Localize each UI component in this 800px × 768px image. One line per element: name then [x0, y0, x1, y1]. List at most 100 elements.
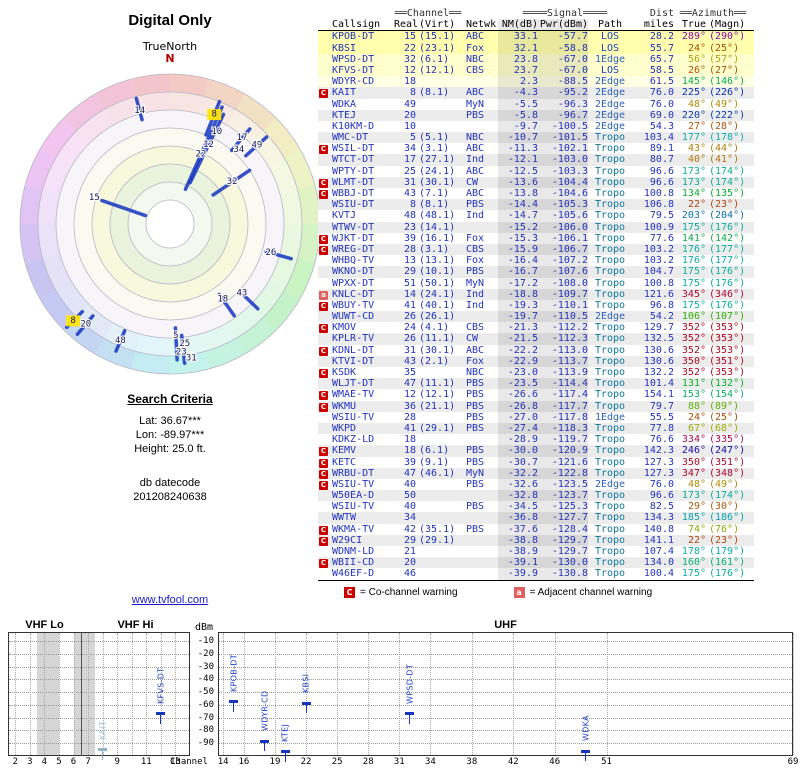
true-azimuth-cell: 220° [681, 109, 706, 121]
radar-channel-label: 18 [217, 294, 228, 304]
grid-line-v [306, 633, 308, 755]
path-cell: Tropo [594, 534, 626, 546]
station-label-wrap: KPOB-DT [229, 654, 238, 696]
radar-hue-ring [297, 223, 320, 263]
magnetic-azimuth-cell: (41°) [709, 154, 740, 166]
path-cell: Tropo [594, 221, 626, 233]
radar-title: Digital Only [128, 12, 212, 29]
real-header: Real [394, 19, 419, 31]
callsign-cell: KDKZ-LD [332, 434, 375, 446]
power-dbm-cell: -107.2 [538, 255, 588, 267]
callsign-cell: WDNM-LD [332, 546, 375, 557]
power-dbm-cell: -110.1 [538, 299, 588, 312]
x-axis-tick-label: 38 [466, 757, 478, 767]
real-channel-cell: 20 [403, 109, 416, 121]
power-dbm-cell: -104.4 [538, 176, 588, 188]
power-dbm-cell: -67.0 [538, 53, 588, 65]
distance-cell: 127.3 [643, 456, 674, 468]
table-row: WHBQ-TV 13 (13.1) Fox -16.4 -107.2 Tropo 103.2 1… [318, 255, 754, 267]
virt-header: (Virt) [419, 19, 456, 31]
tvfool-link[interactable]: www.tvfool.com [131, 594, 209, 606]
callsign-cell: WSIU-TV [332, 501, 375, 513]
distance-cell: 100.8 [643, 277, 674, 289]
distance-cell: 100.9 [643, 221, 674, 233]
co-channel-warning-icon: C [319, 447, 328, 457]
warning-marker-cell [318, 512, 332, 523]
magnetic-azimuth-cell: (176°) [709, 266, 746, 278]
power-dbm-cell: -128.4 [538, 523, 588, 535]
network-cell: PBS [466, 456, 485, 468]
virtual-channel-cell [416, 568, 462, 579]
uhf-plot-box [218, 632, 793, 756]
search-criteria-heading: Search Criteria [127, 392, 213, 406]
power-dbm-cell: -122.8 [538, 467, 588, 479]
table-row: WDKA 49 MyN -5.5 -96.3 2Edge 76.0 48° (49°) [318, 98, 754, 110]
grid-line-h [9, 653, 189, 655]
co-channel-warning-icon: C [319, 346, 328, 356]
true-azimuth-cell: 246° [681, 445, 706, 457]
radar-hue-ring [63, 94, 105, 131]
callsign-cell: WKMU [332, 400, 357, 412]
distance-cell: 96.6 [649, 176, 674, 188]
real-channel-cell: 18 [403, 76, 416, 88]
co-channel-warning-icon: C [319, 391, 328, 401]
table-row: C WSIU-TV 40 PBS -32.6 -123.5 2Edge 76.0 48° (49°… [318, 478, 754, 491]
station-label: WDYR-CD [260, 690, 270, 732]
network-cell [462, 434, 498, 445]
radar-hue-ring [55, 130, 90, 168]
grid-line-v [399, 633, 401, 755]
callsign-cell: KVTJ [332, 210, 357, 222]
real-channel-cell: 41 [403, 299, 416, 311]
magnetic-azimuth-cell: (353°) [709, 322, 746, 334]
nm-db-cell: -5.5 [498, 98, 538, 110]
nm-header: NM(dB) [498, 19, 538, 31]
power-dbm-cell: -101.5 [538, 132, 588, 144]
table-row: C W29CI 29 (29.1) -38.8 -129.7 Tropo 141.1 22° (2… [318, 534, 754, 546]
true-azimuth-cell: 88° [687, 400, 706, 412]
callsign-cell: WMAE-TV [332, 389, 375, 401]
datecode-label: db datecode [139, 477, 201, 489]
grid-line-v [29, 633, 31, 755]
true-azimuth-cell: 29° [687, 501, 706, 513]
grid-line-v [430, 633, 432, 755]
distance-cell: 141.1 [643, 534, 674, 546]
virtual-channel-cell: (29.1) [419, 534, 456, 546]
nm-db-cell: -27.0 [498, 411, 538, 423]
power-dbm-cell: -121.6 [538, 456, 588, 468]
real-channel-cell: 43 [403, 355, 416, 367]
path-cell: 1Edge [594, 411, 626, 423]
magnetic-azimuth-cell: (23°) [709, 534, 740, 546]
nm-db-cell: -5.8 [498, 109, 538, 121]
north-marker: N [165, 52, 175, 65]
real-channel-cell: 22 [403, 42, 416, 54]
station-marker [260, 739, 270, 743]
latitude-value: Lat: 36.67*** [139, 415, 201, 427]
virtual-channel-cell: (24.1) [419, 165, 456, 177]
y-axis-tick-label: -30 [197, 661, 214, 672]
real-channel-cell: 29 [403, 534, 416, 546]
callsign-cell: WJKT-DT [332, 232, 375, 244]
distance-cell: 58.5 [649, 64, 674, 76]
true-azimuth-cell: 74° [687, 523, 706, 535]
vhf-lo-label: VHF Lo [25, 619, 64, 631]
nm-db-cell: -38.9 [498, 546, 538, 558]
true-header: True [681, 19, 706, 31]
callsign-cell: WDYR-CD [332, 76, 375, 88]
station-label: KTEJ [280, 723, 290, 742]
dist-group-header: Dist [649, 8, 674, 19]
warning-marker-cell [318, 255, 332, 266]
true-azimuth-cell: 352° [681, 367, 706, 378]
callsign-cell: KTVI-DT [332, 355, 375, 367]
y-axis-tick-label: -10 [197, 636, 214, 646]
radar-hue-ring [284, 149, 315, 191]
signal-spoke [238, 290, 260, 311]
true-azimuth-cell: 173° [681, 176, 706, 188]
virtual-channel-cell [416, 99, 462, 110]
radar-hue-ring [203, 338, 245, 369]
table-row: W46EF-D 46 -39.9 -130.8 Tropo 100.4 175° (176°) [318, 568, 754, 580]
real-channel-cell: 5 [409, 132, 416, 144]
grid-line-h [219, 653, 792, 655]
table-row: WUWT-CD 26 (26.1) -19.7 -110.5 2Edge 54.2 106°(… [318, 311, 754, 323]
callsign-cell: WSIU-TV [332, 478, 375, 490]
distance-cell: 103.4 [643, 132, 674, 144]
